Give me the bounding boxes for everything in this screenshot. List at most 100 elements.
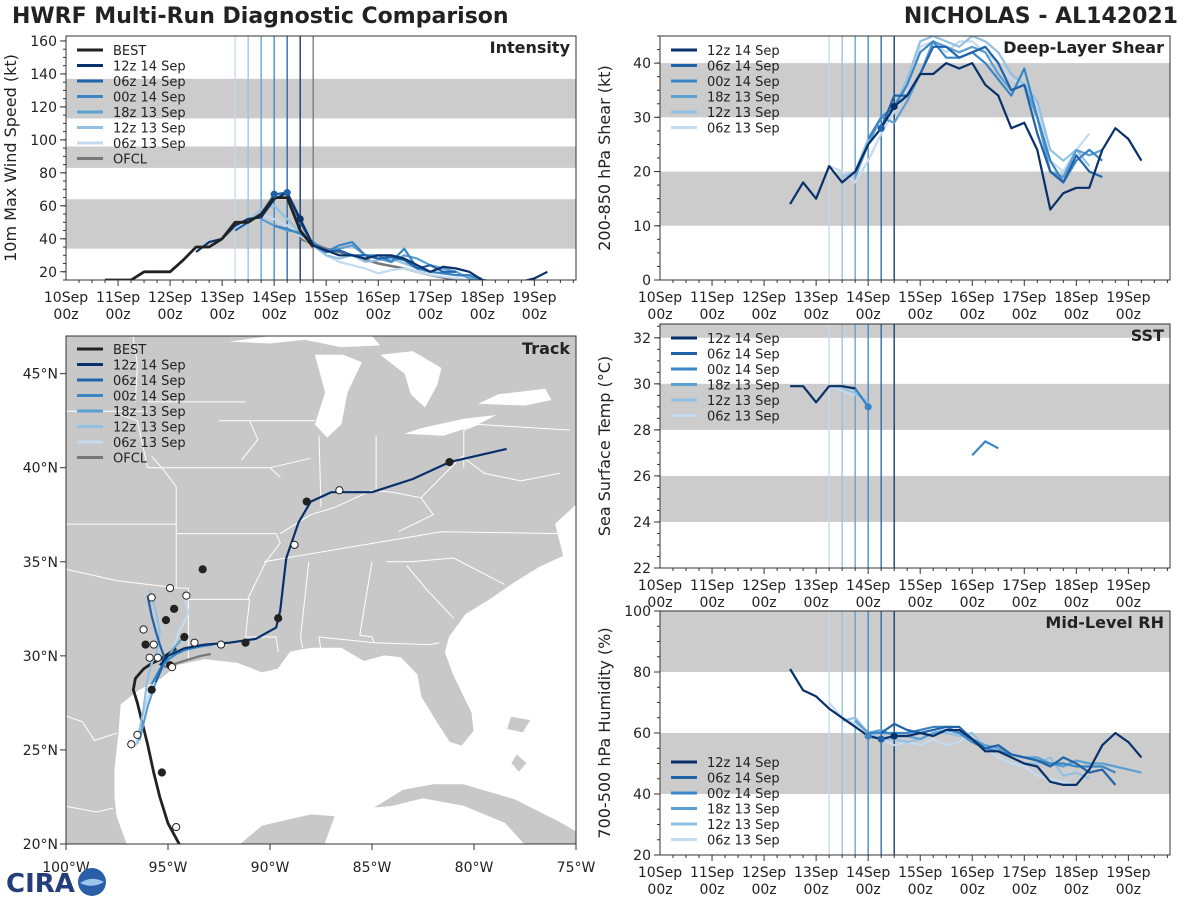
- chart-shear: 01020304010Sep00z11Sep00z12Sep00z13Sep00…: [595, 35, 1171, 323]
- y-axis-label: Sea Surface Temp (°C): [595, 356, 614, 536]
- legend-label-06z-14-sep: 06z 14 Sep: [113, 374, 186, 389]
- land-bahamas: [510, 752, 528, 774]
- threshold-band: [66, 146, 576, 168]
- state-border: [406, 565, 454, 619]
- chart-rh: 2040608010010Sep00z11Sep00z12Sep00z13Sep…: [595, 604, 1171, 898]
- x-tick-label-hour: 00z: [960, 882, 985, 898]
- legend-label-06z-13-sep: 06z 13 Sep: [707, 834, 780, 849]
- x-tick-label-hour: 00z: [856, 595, 881, 611]
- track-line-06z-14-sep: [146, 595, 165, 683]
- x-tick-label-hour: 00z: [908, 307, 933, 323]
- state-border: [66, 805, 114, 813]
- legend-label-06z-14-sep: 06z 14 Sep: [707, 60, 780, 75]
- x-tick-label-hour: 00z: [804, 307, 829, 323]
- x-tick-label-hour: 00z: [647, 882, 672, 898]
- y-tick-label: 26: [633, 469, 651, 485]
- legend-label-ofcl: OFCL: [113, 452, 148, 467]
- legend-label-06z-14-sep: 06z 14 Sep: [707, 348, 780, 363]
- x-tick-label-day: 12Sep: [742, 578, 786, 594]
- state-border: [66, 568, 189, 589]
- series-group: [789, 668, 1143, 787]
- chart-track: 100°W 95°W 90°W 85°W 80°W 75°W 20°N 25°N 30°N 35°…: [23, 335, 595, 876]
- x-tick-label-day: 15Sep: [898, 290, 942, 306]
- y-tick-label: 40: [633, 56, 651, 72]
- legend-label-00z-14-sep: 00z 14 Sep: [707, 787, 780, 802]
- chart-intensity: 2040608010012014016010Sep00z11Sep00z12Se…: [1, 34, 577, 323]
- x-tick-label-day: 19Sep: [512, 290, 556, 306]
- x-tick-label-hour: 00z: [470, 307, 495, 323]
- x-tick-label-day: 14Sep: [846, 290, 890, 306]
- y-tick-label: 80: [39, 166, 57, 182]
- y-tick-label: 60: [39, 199, 57, 215]
- series-group: [105, 189, 548, 280]
- lake-erie: [404, 415, 497, 436]
- series-line-06z-13-sep: [234, 213, 470, 280]
- track-point-06z-13-sep: [147, 593, 156, 602]
- threshold-band: [660, 63, 1170, 118]
- state-border: [318, 435, 322, 508]
- series-marker-00z-14-sep: [864, 732, 872, 740]
- threshold-band: [66, 199, 576, 249]
- y-tick-label: 22: [633, 561, 651, 577]
- x-tick-label: 80°W: [455, 860, 494, 876]
- x-tick-label-hour: 00z: [1064, 882, 1089, 898]
- x-tick-label-hour: 00z: [751, 595, 776, 611]
- threshold-band: [660, 383, 1170, 430]
- x-tick-label-hour: 00z: [157, 307, 182, 323]
- x-tick-label-hour: 00z: [366, 307, 391, 323]
- track-point-00z-14-sep: [145, 653, 154, 662]
- track-point-12z-14-sep: [290, 540, 299, 549]
- track-point-best: [198, 565, 207, 574]
- x-tick-label: 90°W: [251, 860, 290, 876]
- series-line-12z-14-sep: [790, 385, 856, 404]
- series-marker-12z-14-sep: [890, 102, 898, 111]
- series-group: [789, 36, 1143, 211]
- x-tick-label-day: 17Sep: [1002, 290, 1046, 306]
- series-marker-06z-14-sep: [877, 124, 885, 132]
- x-tick-label-hour: 00z: [1012, 595, 1037, 611]
- plot-frame: [659, 323, 1171, 569]
- track-line-12z-13-sep: [136, 589, 161, 745]
- chart-title: SST: [1131, 326, 1164, 345]
- x-tick-label: 85°W: [353, 860, 392, 876]
- state-border: [241, 420, 259, 461]
- state-border: [269, 457, 311, 469]
- x-tick-label-hour: 00z: [1012, 882, 1037, 898]
- series-line-12z-14-sep: [789, 61, 1143, 211]
- legend-label-12z-13-sep: 12z 13 Sep: [707, 394, 780, 409]
- y-tick-label: 100: [30, 133, 57, 149]
- x-tick-label-day: 14Sep: [846, 578, 890, 594]
- x-tick-label-day: 12Sep: [742, 865, 786, 881]
- x-tick-label-day: 19Sep: [1106, 290, 1150, 306]
- state-border: [132, 336, 138, 402]
- legend-label-best: BEST: [113, 343, 146, 358]
- x-tick-label-hour: 00z: [1116, 882, 1141, 898]
- series-marker-12z-14-sep: [296, 215, 304, 223]
- legend-label-06z-13-sep: 06z 13 Sep: [707, 122, 780, 137]
- x-tick-label-hour: 00z: [53, 307, 78, 323]
- y-tick-label: 45°N: [23, 367, 58, 383]
- track-point-12z-13-sep: [165, 584, 175, 593]
- x-tick-label-day: 14Sep: [846, 865, 890, 881]
- land-yucatan: [238, 813, 336, 844]
- x-tick-label: 95°W: [149, 860, 188, 876]
- x-tick-label-day: 12Sep: [742, 290, 786, 306]
- x-tick-label-day: 12Sep: [148, 290, 192, 306]
- x-tick-label-day: 15Sep: [304, 290, 348, 306]
- x-tick-label-hour: 00z: [105, 307, 130, 323]
- x-tick-label-day: 15Sep: [898, 865, 942, 881]
- threshold-band: [660, 171, 1170, 226]
- track-point-12z-14-sep: [445, 457, 454, 467]
- x-tick-label-day: 17Sep: [1002, 578, 1046, 594]
- legend-label-18z-13-sep: 18z 13 Sep: [113, 106, 186, 121]
- x-tick-label-hour: 00z: [908, 882, 933, 898]
- x-tick-label-hour: 00z: [856, 882, 881, 898]
- x-tick-label-hour: 00z: [751, 882, 776, 898]
- x-tick-label-day: 11Sep: [690, 865, 734, 881]
- x-tick-label-hour: 00z: [1064, 595, 1089, 611]
- legend-label-18z-13-sep: 18z 13 Sep: [707, 91, 780, 106]
- y-tick-label: 24: [633, 515, 651, 531]
- lake-ontario: [478, 388, 552, 406]
- state-border: [120, 414, 149, 468]
